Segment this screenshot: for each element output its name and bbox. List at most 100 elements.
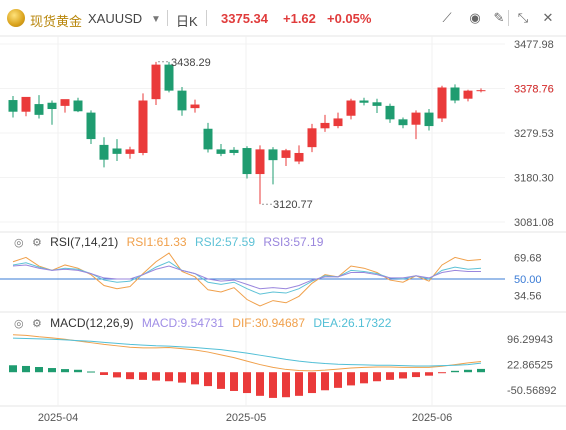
- chart-header: 现货黄金 XAUUSD ▼ 日K 3375.34 +1.62 +0.05% ⟋ …: [0, 0, 566, 38]
- candle-body: [60, 99, 70, 106]
- period-selector[interactable]: 日K: [176, 14, 198, 29]
- macd-histogram-bar: [152, 372, 160, 381]
- macd-histogram-bar: [204, 372, 212, 387]
- rsi1-value: RSI1:61.33: [126, 235, 187, 249]
- candle-body: [138, 100, 148, 153]
- candle-body: [229, 149, 239, 153]
- candle-body: [411, 112, 421, 125]
- rsi-tick-label: 34.56: [514, 291, 542, 303]
- brush-icon[interactable]: ✎: [493, 11, 505, 26]
- last-price: 3375.34: [221, 11, 268, 26]
- macd-histogram-bar: [451, 370, 459, 373]
- time-tick-label: 2025-06: [412, 412, 452, 424]
- candle-body: [125, 149, 135, 154]
- dif-line: [12, 334, 482, 372]
- macd-histogram-bar: [399, 372, 407, 379]
- candle-body: [21, 96, 31, 112]
- candle-body: [34, 104, 44, 115]
- macd-histogram-bar: [360, 372, 368, 384]
- collapse-icon[interactable]: ⤡: [517, 11, 529, 26]
- rsi2-value: RSI2:57.59: [194, 235, 255, 249]
- macd-histogram-bar: [334, 372, 342, 388]
- dea-line: [12, 337, 482, 367]
- macd-histogram-bar: [282, 372, 290, 398]
- settings-icon[interactable]: ⚙: [31, 317, 42, 330]
- symbol-name[interactable]: 现货黄金: [30, 14, 83, 29]
- macd-histogram-bar: [48, 368, 56, 373]
- rsi-label: RSI(7,14,21): [50, 235, 119, 249]
- macd-histogram-bar: [308, 372, 316, 394]
- macd-histogram-bar: [477, 368, 485, 373]
- macd-histogram-bar: [217, 372, 225, 389]
- macd-histogram-bar: [464, 369, 472, 373]
- candle-body: [190, 104, 200, 109]
- symbol-code[interactable]: XAUUSD: [88, 11, 143, 26]
- price-tick-label: 3081.08: [514, 217, 554, 229]
- divider: [508, 10, 509, 26]
- candle-body: [359, 100, 369, 103]
- macd-tick-label: 22.86525: [507, 359, 553, 371]
- macd-tick-label: -50.56892: [507, 385, 557, 397]
- macd-histogram-bar: [165, 372, 173, 382]
- macd-histogram-bar: [74, 369, 82, 373]
- low-annotation: 3120.77: [273, 199, 313, 211]
- macd-histogram-bar: [243, 372, 251, 394]
- candle-body: [437, 87, 447, 119]
- candle-body: [47, 102, 57, 110]
- macd-histogram-bar: [386, 372, 394, 380]
- macd-histogram-bar: [113, 372, 121, 378]
- time-tick-label: 2025-04: [38, 412, 78, 424]
- candle-body: [177, 90, 187, 111]
- candle-body: [99, 144, 109, 160]
- price-tick-label: 3378.76: [514, 83, 554, 95]
- high-annotation: 3438.29: [171, 57, 211, 69]
- candle-body: [307, 128, 317, 148]
- macd-histogram-bar: [373, 372, 381, 382]
- candle-body: [255, 149, 265, 175]
- draw-line-icon[interactable]: ⟋: [442, 11, 452, 26]
- rsi-tick-label: 50.00: [514, 274, 542, 286]
- current-price-label: 3378.76: [514, 83, 554, 95]
- candle-body: [463, 90, 473, 99]
- macd-histogram-bar: [230, 372, 238, 391]
- macd-histogram-bar: [35, 367, 43, 373]
- macd-histogram-bar: [256, 372, 264, 396]
- visibility-icon[interactable]: ◎: [14, 236, 24, 249]
- candle-body: [151, 64, 161, 100]
- rsi-tick-label: 69.68: [514, 253, 542, 265]
- divider: [167, 10, 168, 26]
- macd-histogram-bar: [425, 372, 433, 376]
- eye-icon[interactable]: ◉: [469, 11, 481, 26]
- candle-body: [281, 150, 291, 158]
- symbol-dropdown-icon[interactable]: ▼: [151, 14, 161, 25]
- settings-icon[interactable]: ⚙: [31, 236, 42, 249]
- candle-body: [424, 112, 434, 127]
- visibility-icon[interactable]: ◎: [14, 317, 24, 330]
- candle-body: [73, 100, 83, 112]
- macd-histogram-bar: [347, 372, 355, 386]
- macd-histogram-bar: [412, 372, 420, 378]
- candle-body: [8, 100, 18, 112]
- price-tick-label: 3180.30: [514, 173, 554, 185]
- rsi-series-line: [12, 252, 482, 307]
- candle-body: [476, 90, 486, 92]
- candle-body: [398, 119, 408, 126]
- close-icon[interactable]: ✕: [542, 11, 554, 26]
- candle-body: [112, 148, 122, 154]
- price-tick-label: 3279.53: [514, 128, 554, 140]
- candle-body: [216, 149, 226, 154]
- candle-body: [268, 149, 278, 161]
- candle-body: [346, 100, 356, 116]
- dif-value: DIF:30.94687: [232, 316, 305, 330]
- macd-value: MACD:9.54731: [141, 316, 224, 330]
- macd-histogram-bar: [9, 365, 17, 373]
- macd-histogram-bar: [321, 372, 329, 391]
- rsi-legend: ◎ ⚙ RSI(7,14,21) RSI1:61.33 RSI2:57.59 R…: [14, 235, 328, 251]
- candle-body: [385, 105, 395, 120]
- macd-histogram-bar: [22, 365, 30, 373]
- candle-body: [450, 87, 460, 101]
- price-tick-label: 3477.98: [514, 39, 554, 51]
- macd-histogram-bar: [191, 372, 199, 385]
- candle-body: [333, 118, 343, 127]
- macd-histogram-bar: [269, 372, 277, 398]
